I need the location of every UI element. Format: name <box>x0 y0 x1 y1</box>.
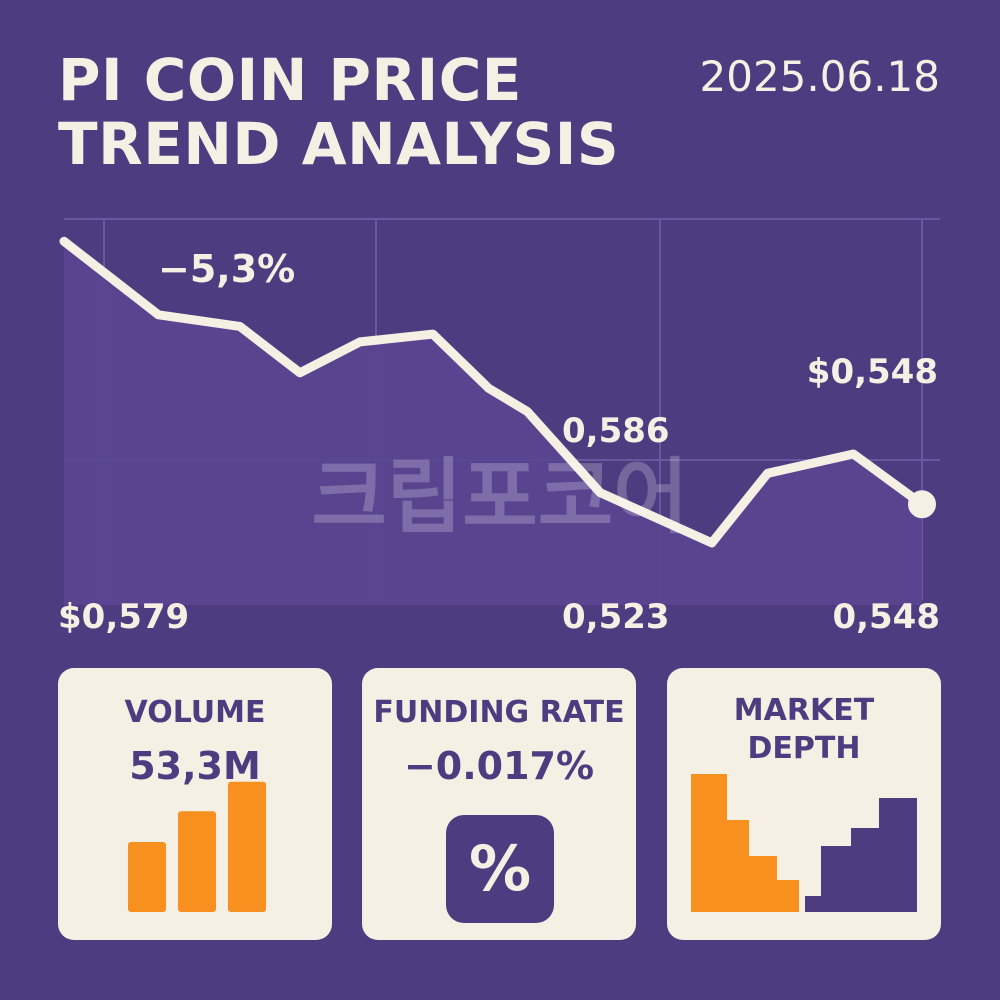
title-line-1: PI COIN PRICE <box>58 46 522 114</box>
annotation-label: −5,3% <box>158 247 295 291</box>
volume-bar <box>228 781 266 912</box>
market-depth-title-line-1: MARKET <box>733 693 875 728</box>
chart-annotations: −5,3% 0,586 $0,548 <box>158 247 938 451</box>
bottom-price-label: $0,579 <box>58 597 189 637</box>
watermark: 크립포코어 <box>311 450 688 545</box>
volume-title: VOLUME <box>124 695 266 730</box>
market-depth-card: MARKET DEPTH <box>667 668 941 940</box>
market-depth-icon <box>691 774 917 912</box>
volume-bar-icon <box>128 781 266 912</box>
title-line-2: TREND ANALYSIS <box>58 110 620 178</box>
depth-bids-steps <box>691 774 799 912</box>
annotation-label: $0,548 <box>807 352 938 392</box>
annotation-label: 0,586 <box>562 411 670 451</box>
market-depth-title: MARKET DEPTH <box>667 692 941 768</box>
page-title: PI COIN PRICE TREND ANALYSIS <box>58 48 619 176</box>
price-area-fill <box>64 241 922 606</box>
funding-rate-card: FUNDING RATE −0.017% % <box>362 668 636 940</box>
volume-value: 53,3M <box>129 744 261 788</box>
chart-bottom-labels: $0,579 0,523 0,548 <box>58 597 940 637</box>
percent-icon: % <box>446 815 554 923</box>
bottom-price-label: 0,523 <box>562 597 670 637</box>
market-depth-title-line-2: DEPTH <box>747 731 861 766</box>
price-line-chart: 크립포코어 −5,3% 0,586 $0,548 $0,579 0,523 0,548 <box>58 218 940 637</box>
funding-rate-title: FUNDING RATE <box>373 695 625 730</box>
price-endpoint-marker <box>908 490 936 519</box>
bottom-price-label: 0,548 <box>832 597 940 637</box>
date-label: 2025.06.18 <box>699 52 940 101</box>
price-line <box>59 236 927 548</box>
volume-card: VOLUME 53,3M <box>58 668 332 940</box>
funding-rate-value: −0.017% <box>403 744 595 788</box>
depth-asks-steps <box>805 798 917 912</box>
volume-bar <box>128 842 166 912</box>
volume-bar <box>178 811 216 912</box>
